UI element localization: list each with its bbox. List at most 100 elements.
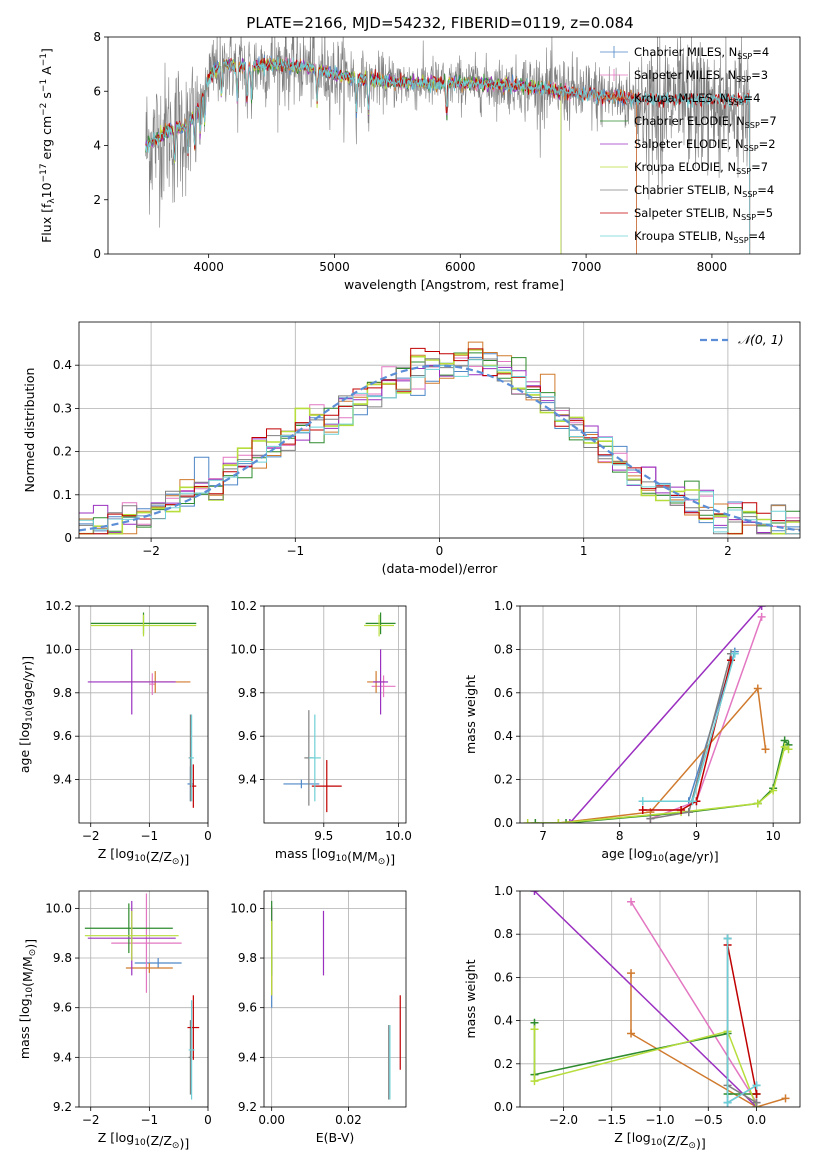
y-tick-label: 9.8: [53, 951, 72, 965]
y-tick-label: 0.3: [53, 401, 72, 415]
legend-entry-kroupa_elodie: Kroupa ELODIE, NSSP=7: [634, 160, 768, 176]
y-axis-label: mass weight: [463, 675, 478, 754]
y-tick-label: 9.4: [238, 773, 257, 787]
x-tick-label: 8: [616, 829, 624, 843]
y-tick-label: 0.2: [494, 1057, 513, 1071]
x-tick-label: 0: [204, 1113, 212, 1127]
y-tick-label: 10.0: [230, 901, 257, 915]
weight-marker: [730, 649, 739, 658]
x-tick-label: −2.0: [549, 1113, 578, 1127]
x-tick-label: 0: [436, 544, 444, 558]
weight-series-salpeter_elodie: [565, 606, 766, 823]
axes-frame: [107, 36, 801, 255]
weight-marker: [723, 934, 732, 943]
errorbar-salpeter_miles: [111, 893, 182, 993]
y-tick-label: 0.6: [494, 686, 513, 700]
y-tick-label: 2: [93, 193, 101, 207]
y-axis-label: Normed distribution: [22, 368, 37, 493]
y-tick-label: 0.8: [494, 642, 513, 656]
errorbar-salpeter_miles: [371, 675, 396, 698]
x-tick-label: −1: [141, 829, 159, 843]
panel-6: −2 −1 0 9.2 9.4 9.6 9.8 10.0 Z [log10(Z/Z⊙)] mass…: [17, 890, 212, 1151]
weight-marker: [646, 814, 655, 823]
y-axis-label: age [log10(age/yr)]: [17, 656, 35, 773]
axes-frame: [263, 605, 407, 824]
x-tick-label: −2: [82, 1113, 100, 1127]
x-tick-label: 2: [724, 544, 732, 558]
weight-marker: [677, 805, 686, 814]
axes-frame: [78, 321, 801, 539]
x-tick-label: −0.5: [694, 1113, 723, 1127]
plot-area: [87, 612, 197, 808]
x-tick-label: 10: [766, 829, 781, 843]
weight-series-kroupa_stelib: [723, 934, 761, 1107]
errorbar-kroupa_elodie: [84, 910, 179, 961]
panel-1: 4000 5000 6000 7000 8000 0 2 4 6 8 wavelength [Ang…: [39, 30, 801, 292]
plot-area: [145, 37, 751, 254]
axes-frame: [519, 605, 801, 824]
y-tick-label: 0.8: [494, 927, 513, 941]
y-axis-label: Flux [fλ10−17 erg cm−2 s−1 A−1]: [39, 48, 57, 243]
weight-marker: [530, 1025, 539, 1034]
weight-marker: [761, 745, 770, 754]
y-tick-label: 0.4: [494, 1014, 513, 1028]
y-tick-label: 0.0: [494, 816, 513, 830]
legend-entry-normal: 𝒩(0, 1): [738, 332, 784, 347]
normal-curve: [79, 364, 800, 532]
x-axis-label: Z [log10(Z/Z⊙)]: [614, 1130, 705, 1151]
y-tick-label: 0.4: [53, 358, 72, 372]
x-tick-label: 0: [204, 829, 212, 843]
x-tick-label: −2: [142, 544, 160, 558]
y-tick-label: 0.1: [53, 488, 72, 502]
panel-8: −2.0 −1.5 −1.0 −0.5 0.0 0.0 0.2 0.4 0.6 0.8 1.0 Z […: [463, 884, 801, 1151]
errorbar-salpeter_stelib: [187, 995, 200, 1060]
errorbar-kroupa_elodie: [364, 614, 395, 637]
weight-series-kroupa_stelib: [638, 649, 739, 806]
plot-area: [523, 606, 793, 823]
errorbar-kroupa_miles: [125, 963, 173, 973]
y-tick-label: 9.4: [53, 773, 72, 787]
weight-line: [533, 891, 758, 1107]
weight-series-salpeter_miles: [646, 612, 766, 823]
y-tick-label: 9.8: [53, 686, 72, 700]
y-tick-label: 0.6: [494, 970, 513, 984]
panel-7: 0.00 0.02 9.2 9.4 9.6 9.8 10.0 E(B-V): [230, 890, 407, 1145]
weight-line: [527, 745, 789, 823]
x-axis-label: mass [log10(M/M⊙)]: [275, 846, 395, 867]
weight-line: [558, 686, 767, 823]
y-tick-label: 9.8: [238, 686, 257, 700]
panel-4: 9.5 10.0 9.4 9.6 9.8 10.0 10.2 mass [log10(M/M⊙…: [230, 599, 412, 867]
x-tick-label: −1.0: [645, 1113, 674, 1127]
errorbar-salpeter_miles: [149, 673, 156, 695]
weight-marker: [565, 819, 574, 823]
errorbar-kroupa_stelib: [188, 1000, 195, 1100]
weight-series-salpeter_miles: [627, 897, 761, 1107]
weight-series-salpeter_elodie: [530, 891, 761, 1107]
x-tick-label: 10.0: [385, 829, 412, 843]
plot-area: [84, 893, 200, 1100]
weight-marker: [562, 819, 571, 823]
axes-frame: [78, 890, 209, 1108]
legend-entry-salpeter_miles: Salpeter MILES, NSSP=3: [634, 68, 768, 84]
y-tick-label: 0.4: [494, 729, 513, 743]
x-axis-label: Z [log10(Z/Z⊙)]: [98, 1130, 189, 1151]
y-tick-label: 1.0: [494, 884, 513, 898]
plot-area: [271, 900, 401, 1100]
weight-line: [533, 1022, 757, 1095]
x-axis-label: (data-model)/error: [382, 561, 499, 576]
legend-entry-chabrier_miles: Chabrier MILES, NSSP=4: [634, 45, 769, 61]
legend-entry-kroupa_stelib: Kroupa STELIB, NSSP=4: [634, 229, 765, 245]
axes-frame: [78, 605, 209, 824]
y-tick-label: 1.0: [494, 599, 513, 613]
panel-3: −2 −1 0 9.4 9.6 9.8 10.0 10.2 Z [log10(Z/Z⊙)] age…: [17, 599, 212, 867]
errorbar-chabrier_elodie: [84, 903, 173, 954]
x-axis-label: age [log10(age/yr)]: [601, 846, 718, 864]
errorbar-chabrier_miles: [283, 779, 320, 789]
weight-marker: [784, 745, 793, 754]
weight-marker: [554, 819, 563, 823]
weight-marker: [757, 612, 766, 621]
histogram-salpeter_elodie: [79, 353, 800, 533]
y-tick-label: 9.2: [238, 1100, 257, 1114]
